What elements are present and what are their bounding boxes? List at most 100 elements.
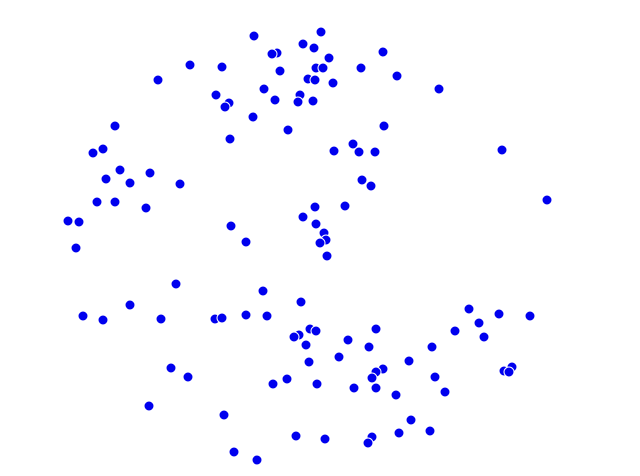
point (87, 147, 99, 159)
point (184, 59, 196, 71)
point (257, 285, 269, 297)
point (308, 42, 320, 54)
point (124, 177, 136, 189)
point (240, 309, 252, 321)
point (342, 334, 354, 346)
point (363, 341, 375, 353)
point (449, 325, 461, 337)
point (295, 296, 307, 308)
point (310, 218, 322, 230)
point (353, 146, 365, 158)
point (155, 313, 167, 325)
point (109, 120, 121, 132)
point (267, 378, 279, 390)
point (70, 242, 82, 254)
centre-square (236, 154, 404, 321)
point (315, 26, 327, 38)
point (369, 146, 381, 158)
point (152, 74, 164, 86)
point (297, 211, 309, 223)
point (496, 144, 508, 156)
point (391, 70, 403, 82)
point (251, 454, 263, 466)
point (524, 310, 536, 322)
point (266, 48, 278, 60)
point (309, 201, 321, 213)
point (378, 120, 390, 132)
point (174, 178, 186, 190)
point (393, 427, 405, 439)
point (292, 96, 304, 108)
point (328, 145, 340, 157)
point (377, 46, 389, 58)
point (309, 74, 321, 86)
point (303, 356, 315, 368)
point (327, 77, 339, 89)
point (140, 202, 152, 214)
point (274, 65, 286, 77)
point (317, 62, 329, 74)
point (424, 425, 436, 437)
point (311, 378, 323, 390)
point (319, 433, 331, 445)
point (321, 250, 333, 262)
point (247, 111, 259, 123)
point (216, 312, 228, 324)
point (224, 133, 236, 145)
point (225, 220, 237, 232)
arc-right (418, 83, 523, 393)
point (281, 373, 293, 385)
point (290, 430, 302, 442)
point (433, 83, 445, 95)
point (297, 38, 309, 50)
point (216, 61, 228, 73)
point (405, 414, 417, 426)
point (144, 167, 156, 179)
point (541, 194, 553, 206)
point (91, 196, 103, 208)
point (62, 215, 74, 227)
point (73, 216, 85, 228)
point (314, 237, 326, 249)
point (218, 409, 230, 421)
point (182, 371, 194, 383)
point (439, 386, 451, 398)
point (219, 101, 231, 113)
point (370, 382, 382, 394)
goal-left (52, 202, 81, 274)
point (339, 200, 351, 212)
point (463, 303, 475, 315)
point (323, 52, 335, 64)
point (228, 446, 240, 458)
points (62, 26, 553, 466)
point (269, 94, 281, 106)
point (97, 314, 109, 326)
point (143, 400, 155, 412)
goal-right (559, 202, 588, 274)
point (170, 278, 182, 290)
boundary (50, 1, 590, 475)
point (473, 317, 485, 329)
point (333, 351, 345, 363)
point (210, 89, 222, 101)
point (240, 236, 252, 248)
point (478, 331, 490, 343)
point (426, 341, 438, 353)
point (390, 389, 402, 401)
point (365, 180, 377, 192)
point (307, 95, 319, 107)
point (288, 331, 300, 343)
point (310, 325, 322, 337)
point (300, 339, 312, 351)
point (97, 143, 109, 155)
point (165, 362, 177, 374)
point (248, 30, 260, 42)
point (356, 174, 368, 186)
point (100, 173, 112, 185)
point (282, 124, 294, 136)
point (503, 366, 515, 378)
point (493, 308, 505, 320)
point (114, 164, 126, 176)
point (355, 62, 367, 74)
